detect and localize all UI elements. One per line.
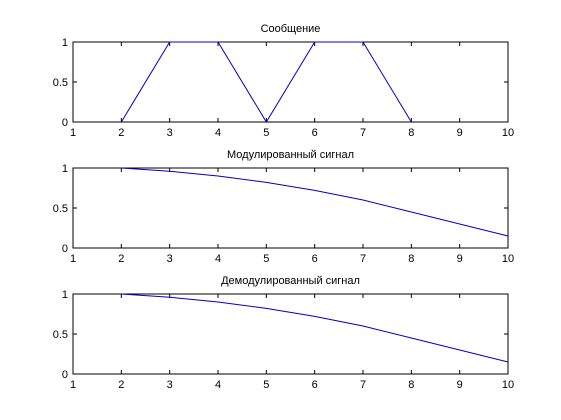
x-tick-label-3-1: 2 bbox=[118, 379, 124, 391]
subplot-2: 1 2 3 4 5 6 7 8 9 10 0 0.5 1 Модулированный сигнал bbox=[53, 149, 514, 265]
axes-frame-2 bbox=[72, 167, 509, 249]
x-tick-label-2-4: 5 bbox=[263, 253, 269, 265]
y-tick-label-3-0: 0 bbox=[62, 369, 68, 381]
subplot-title-1: Сообщение bbox=[261, 23, 321, 35]
x-tick-label-3-8: 9 bbox=[457, 379, 463, 391]
x-tick-label-3-4: 5 bbox=[263, 379, 269, 391]
x-tick-label-3-6: 7 bbox=[360, 379, 366, 391]
x-tick-label-1-4: 5 bbox=[263, 127, 269, 139]
x-tick-label-2-7: 8 bbox=[408, 253, 414, 265]
x-tick-label-1-7: 8 bbox=[408, 127, 414, 139]
y-tick-label-2-0: 0 bbox=[62, 243, 68, 255]
x-tick-label-2-3: 4 bbox=[215, 253, 221, 265]
x-tick-label-1-3: 4 bbox=[215, 127, 221, 139]
x-tick-label-1-5: 6 bbox=[312, 127, 318, 139]
subplot-title-2: Модулированный сигнал bbox=[227, 149, 354, 161]
x-tick-label-2-9: 10 bbox=[502, 253, 514, 265]
x-tick-label-1-8: 9 bbox=[457, 127, 463, 139]
series-line-3-1 bbox=[121, 293, 509, 363]
series-line-2-1 bbox=[121, 167, 509, 237]
x-tick-label-2-6: 7 bbox=[360, 253, 366, 265]
x-tick-label-3-5: 6 bbox=[312, 379, 318, 391]
y-tick-label-1-0: 0 bbox=[62, 117, 68, 129]
x-tick-label-2-1: 2 bbox=[118, 253, 124, 265]
x-tick-label-3-7: 8 bbox=[408, 379, 414, 391]
x-tick-label-3-3: 4 bbox=[215, 379, 221, 391]
y-tick-label-2-2: 1 bbox=[62, 163, 68, 175]
y-tick-label-2-1: 0.5 bbox=[53, 203, 68, 215]
x-tick-label-3-9: 10 bbox=[502, 379, 514, 391]
y-tick-label-3-2: 1 bbox=[62, 289, 68, 301]
x-tick-label-1-1: 2 bbox=[118, 127, 124, 139]
x-tick-label-1-6: 7 bbox=[360, 127, 366, 139]
x-tick-label-2-0: 1 bbox=[70, 253, 76, 265]
x-tick-label-3-2: 3 bbox=[167, 379, 173, 391]
x-tick-label-3-0: 1 bbox=[70, 379, 76, 391]
x-tick-label-2-5: 6 bbox=[312, 253, 318, 265]
x-tick-label-2-2: 3 bbox=[167, 253, 173, 265]
x-tick-label-1-2: 3 bbox=[167, 127, 173, 139]
subplot-3: 1 2 3 4 5 6 7 8 9 10 0 0.5 1 Демодулированный сигнал bbox=[53, 275, 514, 391]
subplot-1: 1 2 3 4 5 6 7 8 9 10 0 0.5 1 Сообщение bbox=[53, 23, 514, 139]
subplot-title-3: Демодулированный сигнал bbox=[221, 275, 360, 287]
x-tick-label-1-9: 10 bbox=[502, 127, 514, 139]
axes-frame-3 bbox=[72, 293, 509, 375]
y-tick-label-3-1: 0.5 bbox=[53, 329, 68, 341]
x-tick-label-2-8: 9 bbox=[457, 253, 463, 265]
series-line-1-1 bbox=[120, 41, 412, 123]
y-tick-label-1-2: 1 bbox=[62, 37, 68, 49]
x-tick-label-1-0: 1 bbox=[70, 127, 76, 139]
y-tick-label-1-1: 0.5 bbox=[53, 77, 68, 89]
